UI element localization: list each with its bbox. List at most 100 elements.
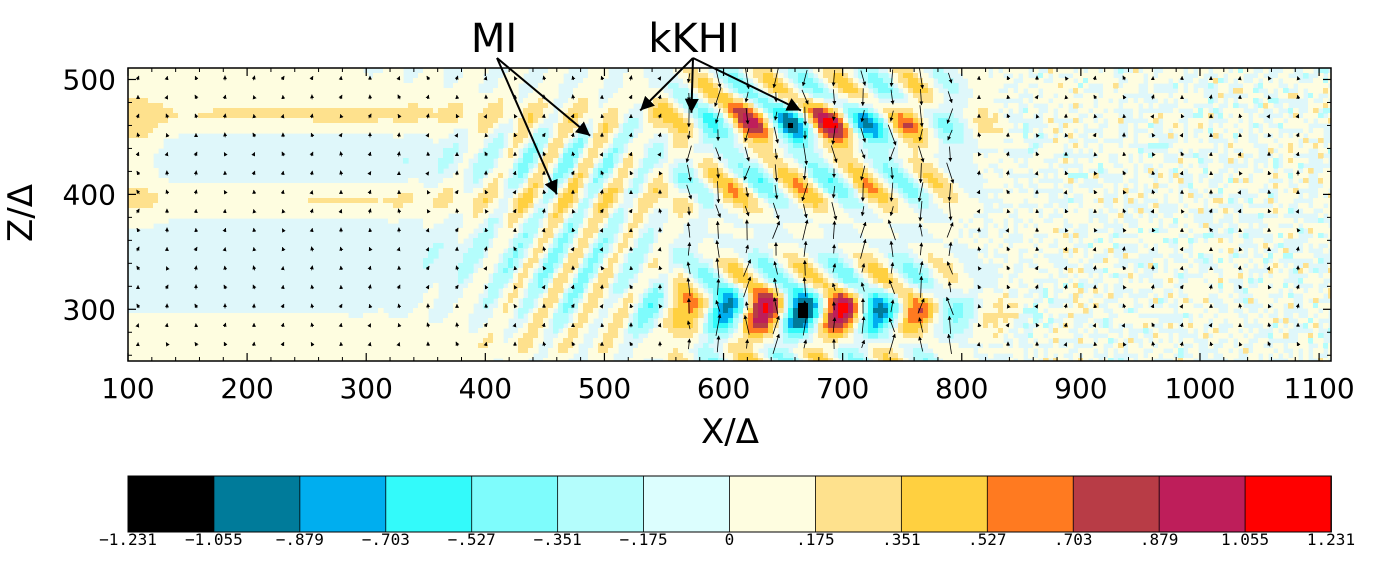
heat-cell [168, 193, 174, 199]
heat-cell [808, 138, 814, 144]
heat-cell [853, 93, 859, 99]
heat-cell [1293, 108, 1299, 114]
heat-cell [933, 113, 939, 119]
heat-cell [128, 148, 134, 154]
heat-cell [823, 148, 829, 154]
heat-cell [928, 183, 934, 189]
heat-cell [548, 163, 554, 169]
heat-cell [793, 68, 799, 74]
heat-cell [388, 108, 394, 114]
heat-cell [653, 203, 659, 209]
heat-cell [643, 183, 649, 189]
heat-cell [588, 158, 594, 164]
heat-cell [1328, 148, 1331, 154]
heat-cell [393, 73, 399, 79]
heat-cell [708, 113, 714, 119]
heat-cell [508, 198, 514, 204]
heat-cell [658, 128, 664, 134]
heat-cell [653, 168, 659, 174]
heat-cell [553, 218, 559, 224]
heat-cell [928, 163, 934, 169]
heat-cell [328, 188, 334, 194]
heat-cell [1193, 153, 1199, 159]
heat-cell [1243, 148, 1249, 154]
heat-cell [648, 88, 654, 94]
heat-cell [203, 108, 209, 114]
heat-cell [188, 73, 194, 79]
heat-cell [483, 108, 489, 114]
heat-cell [758, 183, 764, 189]
heat-cell [1238, 158, 1244, 164]
heat-cell [813, 218, 819, 224]
heat-cell [273, 113, 279, 119]
heat-cell [1158, 73, 1164, 79]
heat-cell [403, 198, 409, 204]
heat-cell [548, 213, 554, 219]
heat-cell [838, 163, 844, 169]
heat-cell [1073, 188, 1079, 194]
heat-cell [1268, 143, 1274, 149]
heat-cell [318, 198, 324, 204]
heat-cell [408, 213, 414, 219]
heat-cell [603, 73, 609, 79]
heat-cell [643, 118, 649, 124]
heat-cell [558, 128, 564, 134]
heat-cell [643, 188, 649, 194]
heat-cell [288, 193, 294, 199]
heat-cell [343, 128, 349, 134]
heat-cell [953, 118, 959, 124]
heat-cell [513, 83, 519, 89]
heat-cell [598, 148, 604, 154]
heat-cell [533, 213, 539, 219]
heat-cell [1328, 88, 1331, 94]
heat-cell [838, 93, 844, 99]
heat-cell [598, 128, 604, 134]
heat-cell [728, 178, 734, 184]
heat-cell [1218, 148, 1224, 154]
heat-cell [923, 88, 929, 94]
heat-cell [1048, 128, 1054, 134]
heat-cell [878, 148, 884, 154]
heat-cell [973, 83, 979, 89]
heat-cell [723, 203, 729, 209]
heat-cell [298, 123, 304, 129]
heat-cell [1318, 213, 1324, 219]
heat-cell [683, 138, 689, 144]
heat-cell [598, 153, 604, 159]
heat-cell [1158, 158, 1164, 164]
heat-cell [853, 143, 859, 149]
heat-cell [1198, 113, 1204, 119]
heat-cell [753, 138, 759, 144]
heat-cell [538, 183, 544, 189]
heat-cell [963, 193, 969, 199]
heat-cell [798, 188, 804, 194]
heat-cell [218, 73, 224, 79]
heat-cell [528, 108, 534, 114]
heat-cell [458, 83, 464, 89]
heat-cell [603, 163, 609, 169]
heat-cell [968, 198, 974, 204]
heat-cell [1183, 103, 1189, 109]
heat-cell [248, 188, 254, 194]
heat-cell [218, 103, 224, 109]
heat-cell [158, 83, 164, 89]
heat-cell [198, 198, 204, 204]
heat-cell [458, 78, 464, 84]
heat-cell [308, 83, 314, 89]
heat-cell [153, 103, 159, 109]
heat-cell [1243, 138, 1249, 144]
heat-cell [218, 123, 224, 129]
heat-cell [1238, 168, 1244, 174]
heat-cell [633, 123, 639, 129]
heat-cell [1163, 128, 1169, 134]
heat-cell [913, 73, 919, 79]
heat-cell [588, 218, 594, 224]
heat-cell [308, 88, 314, 94]
heat-cell [1318, 78, 1324, 84]
heat-cell [608, 168, 614, 174]
heat-cell [198, 213, 204, 219]
heat-cell [528, 118, 534, 124]
heat-cell [793, 78, 799, 84]
heat-cell [783, 108, 789, 114]
heat-cell [1058, 88, 1064, 94]
